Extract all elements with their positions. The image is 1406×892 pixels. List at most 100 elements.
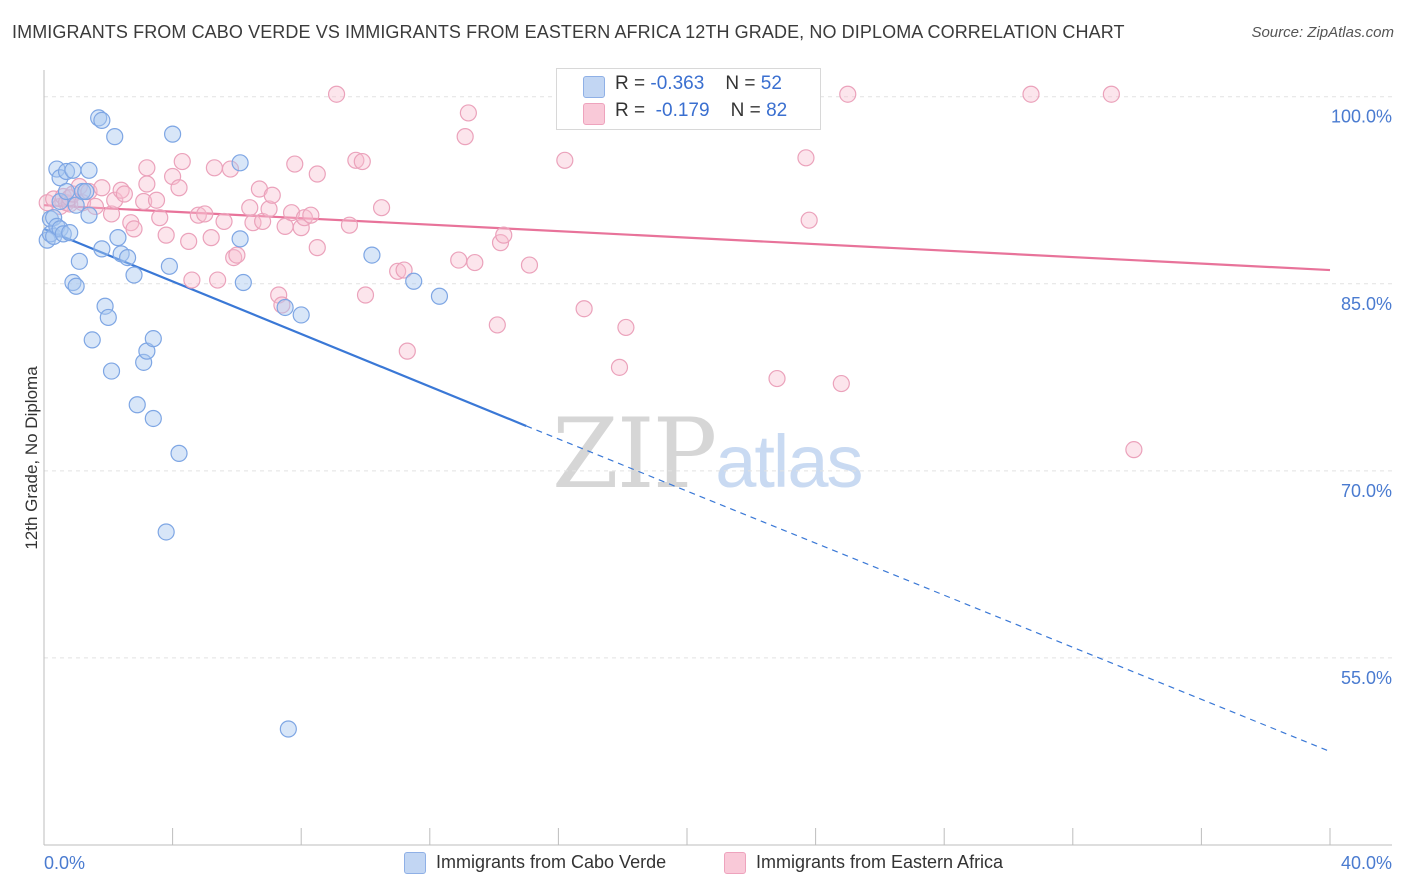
- point-eastern-africa: [308, 239, 326, 257]
- point-cabo-verde: [118, 248, 137, 267]
- point-eastern-africa: [125, 220, 143, 238]
- point-cabo-verde: [125, 266, 143, 284]
- point-eastern-africa: [617, 318, 635, 337]
- point-eastern-africa: [170, 179, 188, 197]
- point-eastern-africa: [102, 205, 121, 223]
- point-cabo-verde: [160, 257, 178, 275]
- point-cabo-verde: [90, 109, 108, 127]
- point-eastern-africa: [372, 199, 391, 217]
- legend-stats-cabo-verde: R = -0.363 N = 52: [615, 73, 782, 95]
- x-tick-label: 40.0%: [1341, 853, 1392, 873]
- point-cabo-verde: [164, 125, 182, 143]
- point-eastern-africa: [196, 205, 214, 223]
- point-cabo-verde: [57, 162, 76, 181]
- point-eastern-africa: [1125, 441, 1143, 459]
- point-eastern-africa: [205, 159, 223, 177]
- point-cabo-verde: [83, 331, 101, 349]
- point-eastern-africa: [456, 128, 474, 146]
- legend-n-label: N =: [725, 73, 756, 94]
- bottom-legend-swatch-pink: [724, 852, 746, 875]
- point-eastern-africa: [398, 342, 416, 360]
- point-eastern-africa: [202, 229, 220, 247]
- correlation-legend: R = -0.363 N = 52 R = -0.179 N = 82: [556, 68, 821, 130]
- y-tick-label: 55.0%: [1341, 668, 1392, 688]
- axis-labels: 100.0% 85.0% 70.0% 55.0% 0.0% 40.0% 12th Grade…: [22, 107, 1392, 873]
- point-cabo-verde: [231, 154, 249, 172]
- point-eastern-africa: [228, 246, 246, 264]
- point-cabo-verde: [231, 230, 249, 248]
- point-eastern-africa: [180, 232, 198, 250]
- point-eastern-africa: [800, 211, 818, 229]
- point-cabo-verde: [99, 308, 117, 327]
- point-eastern-africa: [575, 300, 593, 318]
- bottom-legend-label: Immigrants from Cabo Verde: [436, 852, 667, 872]
- point-eastern-africa: [520, 256, 539, 274]
- legend-n-label: N =: [730, 100, 761, 121]
- point-cabo-verde: [157, 523, 175, 541]
- point-cabo-verde: [405, 272, 423, 290]
- legend-stats-eastern-africa: R = -0.179 N = 82: [615, 100, 787, 122]
- point-eastern-africa: [832, 374, 850, 393]
- legend-n-value: 82: [766, 100, 788, 121]
- legend-n-value: 52: [760, 73, 782, 94]
- chart-source: Source: ZipAtlas.com: [1251, 24, 1394, 41]
- point-cabo-verde: [363, 246, 381, 264]
- point-cabo-verde: [80, 161, 98, 179]
- point-eastern-africa: [839, 85, 857, 103]
- point-eastern-africa: [768, 369, 786, 388]
- point-eastern-africa: [147, 191, 166, 209]
- point-eastern-africa: [1022, 85, 1040, 103]
- point-eastern-africa: [209, 271, 227, 289]
- point-cabo-verde: [144, 330, 162, 348]
- point-eastern-africa: [86, 197, 105, 216]
- point-eastern-africa: [106, 191, 124, 209]
- point-cabo-verde: [61, 224, 79, 242]
- point-cabo-verde: [128, 396, 146, 414]
- point-cabo-verde: [51, 220, 69, 238]
- point-cabo-verde: [430, 287, 449, 305]
- data-points: [38, 85, 1143, 738]
- point-eastern-africa: [135, 192, 153, 211]
- point-cabo-verde: [51, 192, 69, 211]
- point-eastern-africa: [450, 251, 468, 269]
- point-cabo-verde: [57, 182, 76, 201]
- point-eastern-africa: [1102, 85, 1120, 103]
- trendline-cabo-verde-extrapolation: [526, 425, 1331, 753]
- point-eastern-africa: [459, 104, 477, 122]
- point-eastern-africa: [488, 316, 506, 334]
- point-cabo-verde: [67, 277, 85, 295]
- point-eastern-africa: [610, 358, 629, 376]
- point-eastern-africa: [327, 85, 346, 103]
- watermark-atlas: atlas: [715, 420, 863, 503]
- bottom-legend-eastern-africa: Immigrants from Eastern Africa: [724, 852, 1003, 875]
- point-eastern-africa: [241, 199, 259, 217]
- point-eastern-africa: [495, 226, 513, 244]
- y-tick-label: 85.0%: [1341, 294, 1392, 314]
- point-eastern-africa: [263, 186, 281, 204]
- legend-r-value: -0.363: [650, 73, 705, 94]
- point-eastern-africa: [138, 159, 156, 177]
- point-eastern-africa: [138, 175, 156, 193]
- point-cabo-verde: [292, 306, 310, 324]
- point-eastern-africa: [466, 253, 484, 272]
- point-cabo-verde: [96, 297, 114, 315]
- x-tick-label: 0.0%: [44, 853, 85, 873]
- point-eastern-africa: [282, 204, 301, 222]
- legend-swatch-pink: [583, 103, 605, 125]
- bottom-legend-cabo-verde: Immigrants from Cabo Verde: [404, 852, 667, 875]
- point-eastern-africa: [340, 216, 359, 234]
- point-eastern-africa: [93, 179, 111, 197]
- point-eastern-africa: [389, 262, 407, 280]
- point-cabo-verde: [144, 409, 162, 428]
- chart-title: IMMIGRANTS FROM CABO VERDE VS IMMIGRANTS…: [12, 22, 1125, 42]
- point-cabo-verde: [135, 353, 153, 371]
- point-eastern-africa: [183, 271, 201, 289]
- point-cabo-verde: [279, 720, 297, 738]
- point-eastern-africa: [347, 151, 365, 169]
- point-cabo-verde: [77, 182, 95, 201]
- point-cabo-verde: [276, 298, 294, 317]
- point-cabo-verde: [67, 196, 85, 214]
- point-cabo-verde: [70, 252, 88, 270]
- point-cabo-verde: [51, 169, 69, 187]
